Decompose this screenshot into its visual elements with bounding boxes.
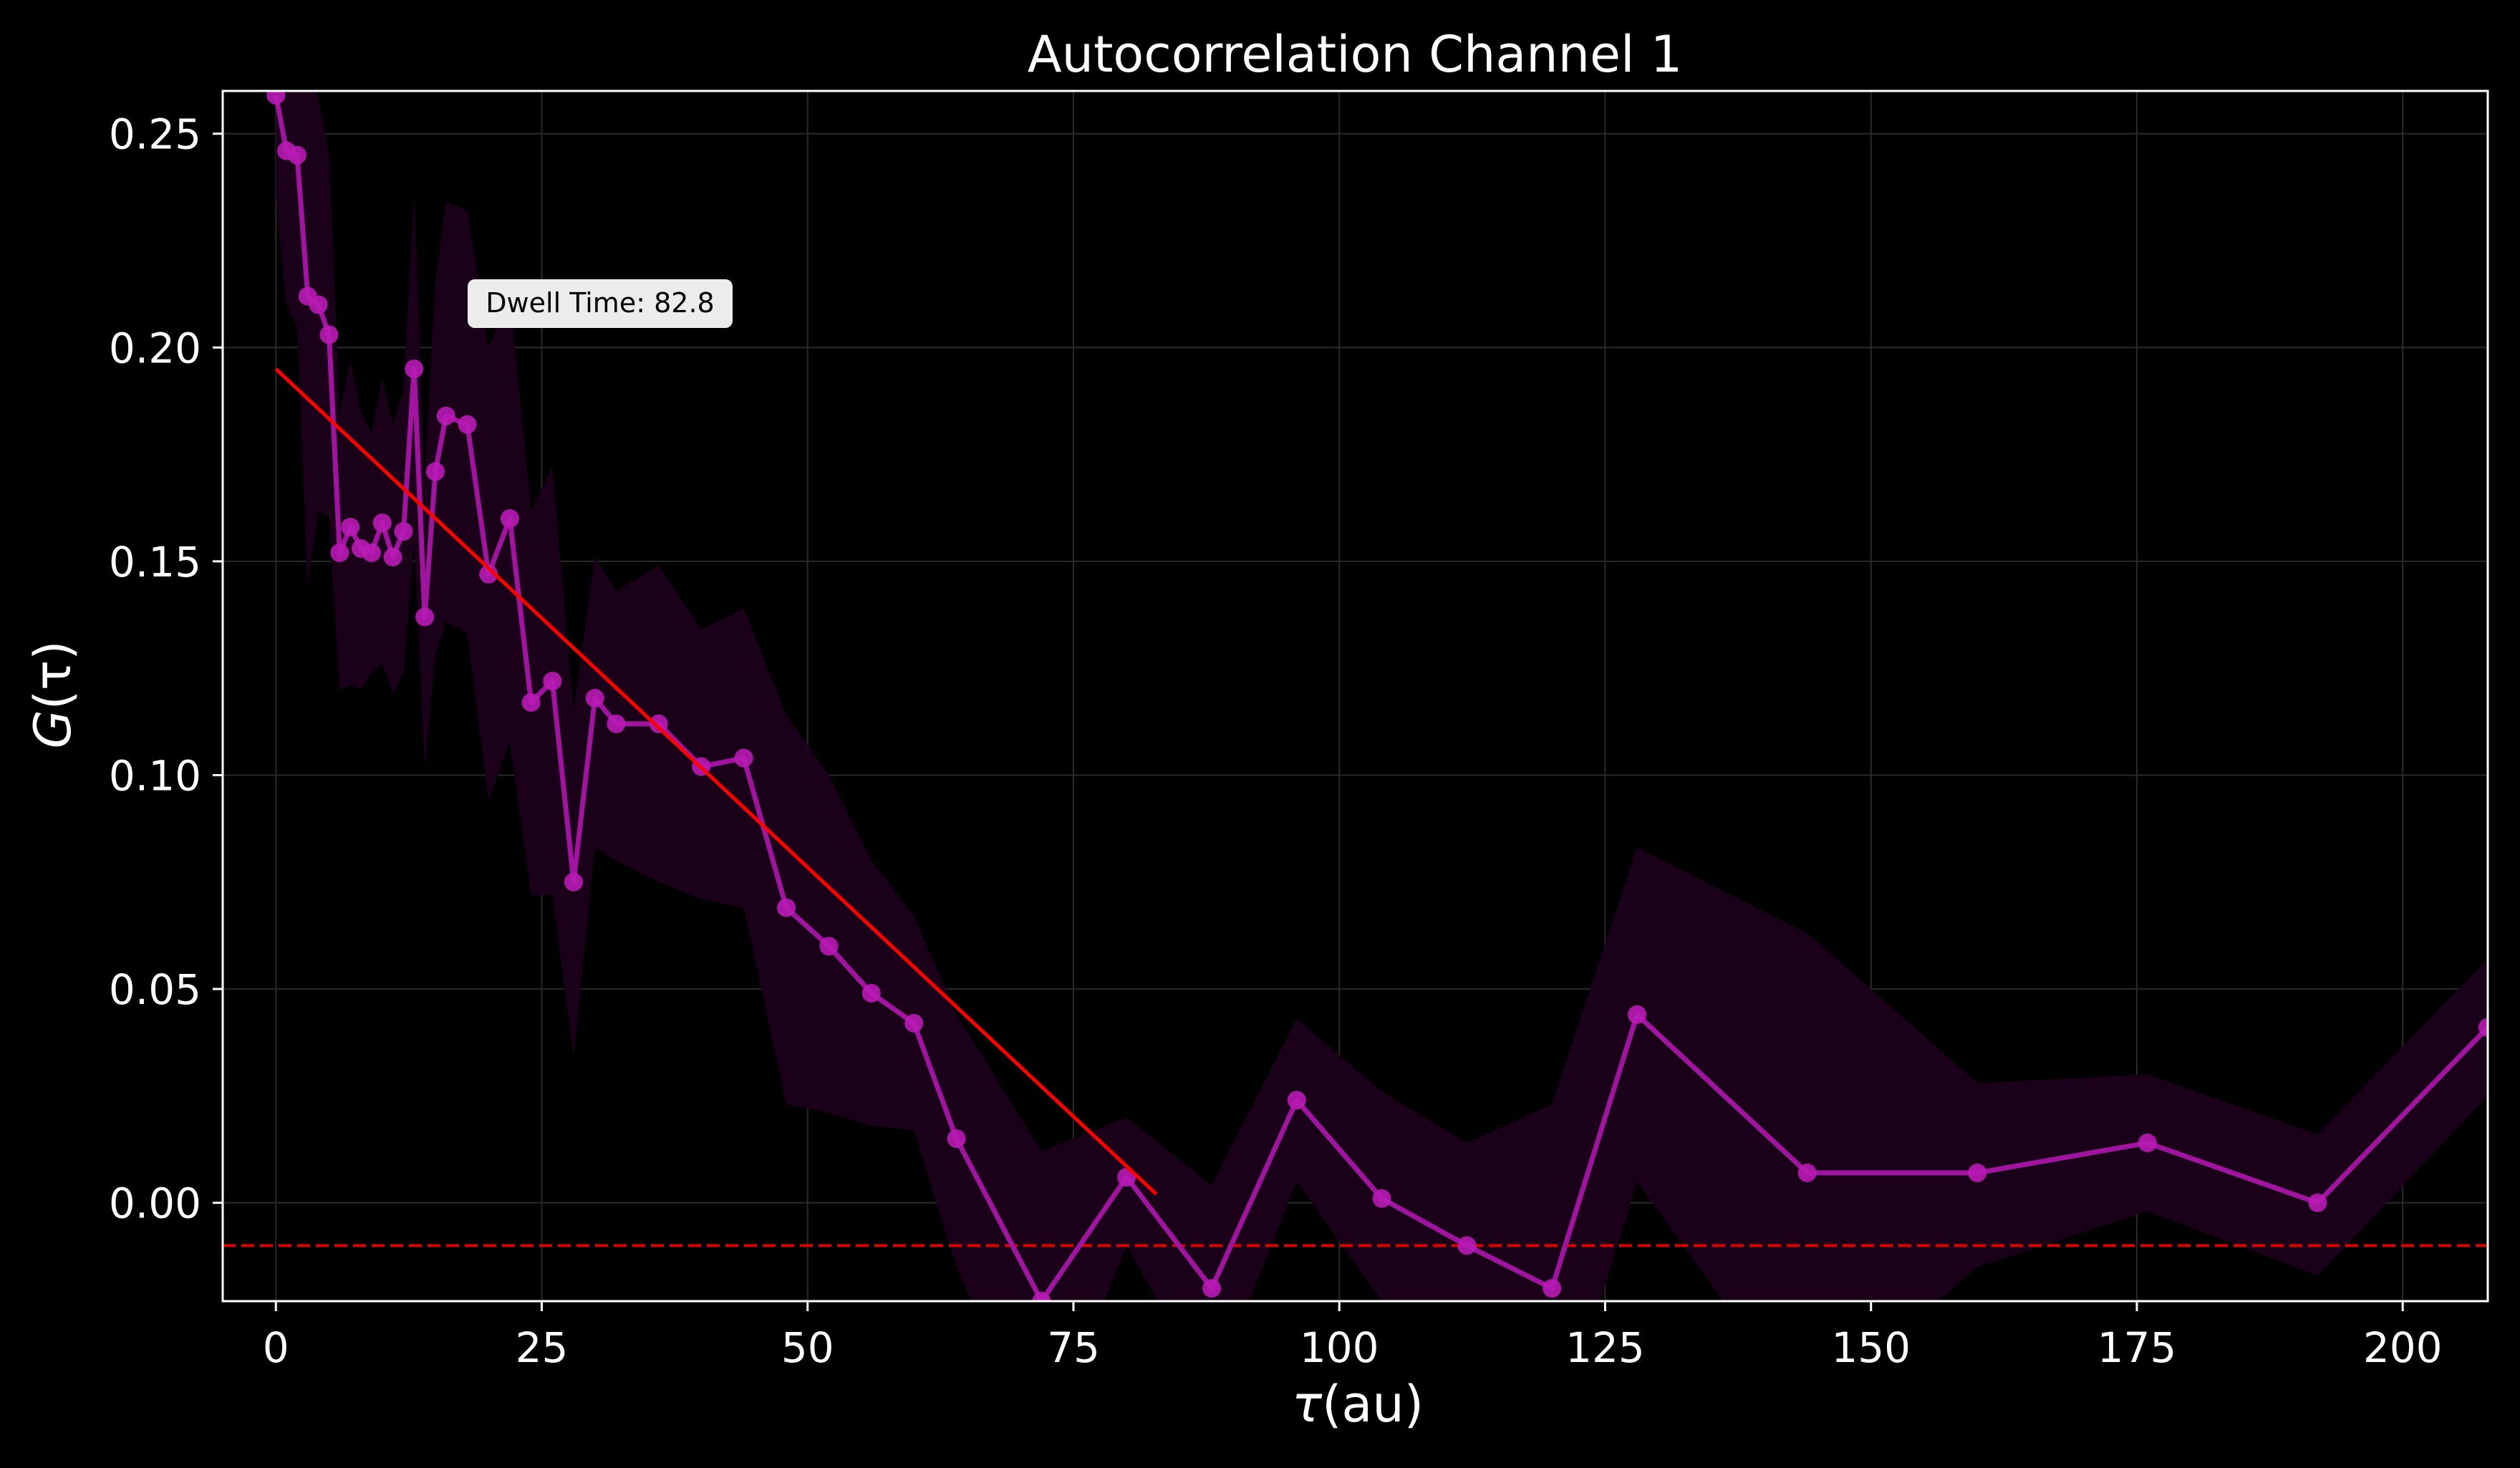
chart-title: Autocorrelation Channel 1 [1028,25,1683,84]
data-point-marker [585,688,604,708]
data-point-marker [734,748,753,768]
data-point-marker [319,325,339,344]
data-point-marker [266,91,286,105]
data-point-marker [458,415,477,434]
data-point-marker [436,406,455,425]
data-point-marker [2478,1018,2488,1037]
data-point-marker [341,518,360,537]
x-tick-label: 25 [516,1323,569,1372]
y-tick-label: 0.10 [109,751,201,800]
annotation-dwell-time: Dwell Time: 82.8 [468,279,733,328]
data-point-marker [287,145,306,165]
data-point-marker [564,872,584,892]
data-point-marker [405,359,424,379]
data-point-marker [2138,1134,2157,1153]
data-point-marker [819,937,839,956]
data-point-marker [330,543,349,562]
data-point-marker [415,607,435,627]
annotation-box [468,279,733,328]
data-point-marker [372,513,392,533]
data-point-marker [777,898,796,917]
data-point-marker [425,462,445,481]
annotation-text: Dwell Time: 82.8 [486,287,714,319]
data-point-marker [861,984,881,1003]
data-point-marker [383,547,402,566]
x-tick-label: 200 [2363,1323,2443,1372]
x-tick-label: 75 [1047,1323,1100,1372]
data-point-marker [1032,1292,1051,1301]
series-markers [266,91,2488,1301]
data-point-marker [947,1129,966,1149]
data-point-marker [1628,1005,1647,1024]
data-point-marker [607,714,626,733]
data-point-marker [2308,1193,2327,1212]
plot-area [223,91,2488,1301]
y-tick-label: 0.05 [109,965,201,1014]
x-axis-label-unit: (au) [1322,1375,1424,1434]
data-point-marker [1457,1236,1477,1255]
data-point-marker [1287,1091,1306,1110]
data-point-marker [309,295,328,314]
x-tick-label: 50 [781,1323,834,1372]
data-point-marker [649,714,668,733]
x-axis-label-symbol: τ [1292,1375,1323,1434]
data-point-marker [500,509,519,528]
series-line [273,95,2488,1301]
x-tick-label: 100 [1300,1323,1379,1372]
fit-line [274,367,1158,1196]
axis-ticks: 0 25 50 75 100 125 150 175 200 0.00 0.05 0.10 0.15 0.… [109,110,2443,1372]
axes-frame [221,90,2489,1303]
y-tick-label: 0.00 [109,1179,201,1228]
x-tick-label: 0 [263,1323,289,1372]
y-tick-label: 0.15 [109,538,201,586]
x-tick-label: 125 [1565,1323,1645,1372]
data-point-marker [1202,1279,1222,1298]
x-tick-label: 175 [2097,1323,2177,1372]
data-point-marker [394,522,413,541]
y-tick-label: 0.25 [109,110,201,159]
data-point-marker [362,543,381,562]
data-point-marker [904,1013,924,1033]
x-axis-label: τ(au) [1292,1375,1424,1434]
error-band [276,91,2488,1301]
data-point-marker [1372,1189,1391,1208]
data-point-marker [543,672,562,691]
y-tick-label: 0.20 [109,324,201,372]
data-point-marker [1797,1163,1817,1182]
data-point-marker [521,692,541,712]
y-axis-label-arg: (τ) [24,640,82,710]
data-point-marker [1968,1163,1987,1182]
x-tick-label: 150 [1831,1323,1911,1372]
y-axis-label: G(τ) [24,640,82,748]
data-point-marker [479,564,498,584]
data-point-marker [1543,1279,1562,1298]
y-axis-label-symbol: G [24,710,82,748]
